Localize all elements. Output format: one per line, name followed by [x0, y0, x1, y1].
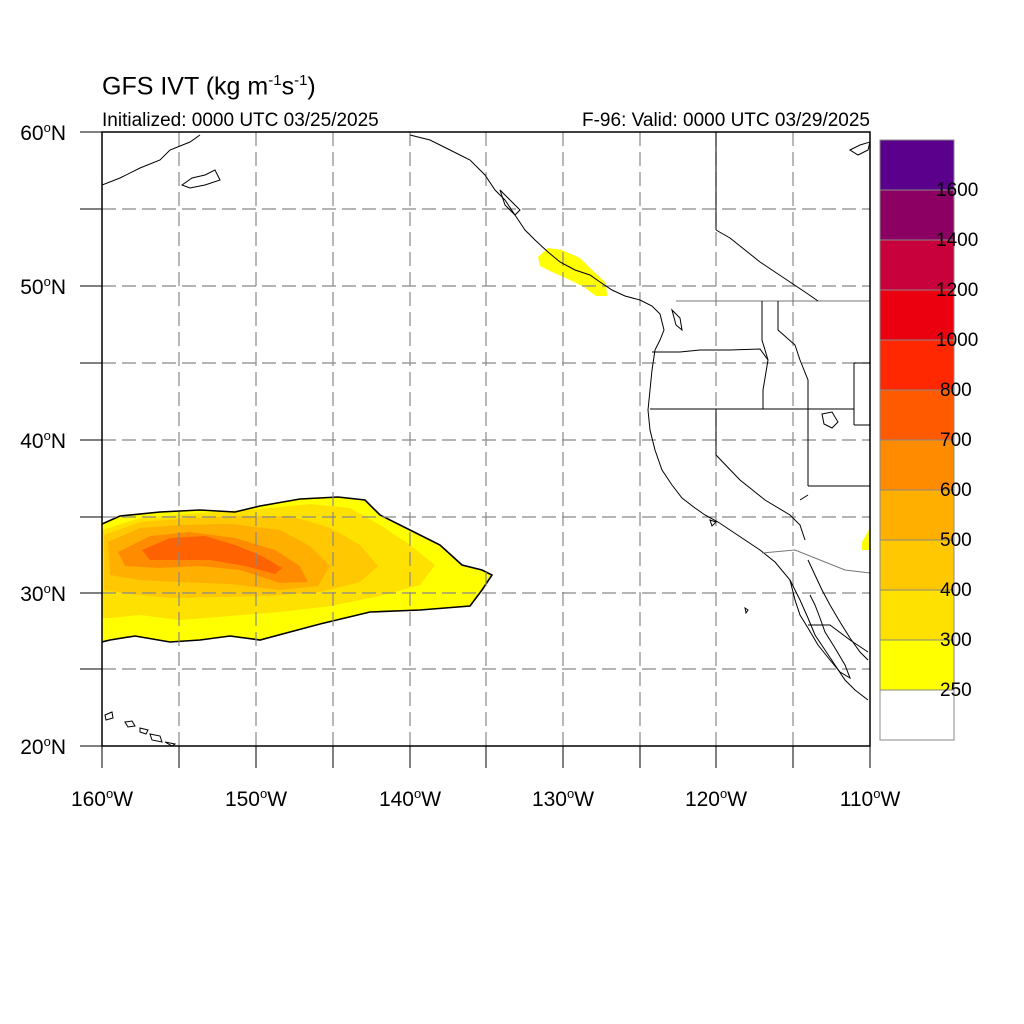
lon-label-160w: 160oW — [70, 786, 134, 811]
colorbar-label-500: 500 — [940, 530, 972, 551]
colorbar — [879, 139, 955, 741]
grid-lines — [102, 132, 870, 746]
map-title: GFS IVT (kg m-1s-1) — [102, 72, 316, 101]
ivt-outline — [102, 496, 494, 643]
lon-label-120w: 120oW — [684, 786, 748, 811]
lat-label-50n: 50oN — [20, 274, 66, 299]
lat-label-30n: 30oN — [20, 581, 66, 606]
colorbar-label-700: 700 — [940, 430, 972, 451]
colorbar-label-400: 400 — [940, 580, 972, 601]
lon-label-150w: 150oW — [224, 786, 288, 811]
colorbar-label-1600: 1600 — [936, 180, 979, 201]
lon-label-110w: 110oW — [839, 786, 901, 811]
colorbar-label-1200: 1200 — [936, 280, 979, 301]
valid-time: F-96: Valid: 0000 UTC 03/29/2025 — [582, 110, 870, 131]
ivt-700-region — [142, 536, 282, 574]
colorbar-label-800: 800 — [940, 380, 972, 401]
axis-ticks — [80, 131, 871, 768]
lon-label-140w: 140oW — [378, 786, 442, 811]
colorbar-label-600: 600 — [940, 480, 972, 501]
lat-label-20n: 20oN — [20, 734, 66, 759]
lon-label-130w: 130oW — [531, 786, 595, 811]
ivt-patch-bc — [538, 248, 607, 296]
initialized-time: Initialized: 0000 UTC 03/25/2025 — [102, 110, 379, 131]
political-borders — [650, 132, 870, 653]
colorbar-label-1000: 1000 — [936, 330, 979, 351]
ivt-patch-baja — [862, 528, 870, 550]
ivt-shading — [102, 248, 870, 643]
colorbar-label-250: 250 — [940, 680, 972, 701]
colorbar-label-1400: 1400 — [936, 230, 979, 251]
coastlines — [102, 134, 870, 746]
lat-label-60n: 60oN — [20, 120, 66, 145]
colorbar-label-300: 300 — [940, 630, 972, 651]
lat-label-40n: 40oN — [20, 428, 66, 453]
